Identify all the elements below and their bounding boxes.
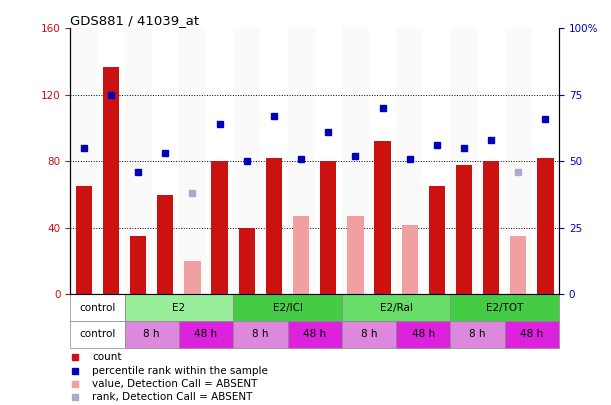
Bar [179, 28, 206, 294]
Bar [233, 321, 288, 348]
Text: E2/Ral: E2/Ral [379, 303, 412, 313]
Text: 8 h: 8 h [144, 329, 160, 339]
Bar [179, 321, 233, 348]
Text: 48 h: 48 h [303, 329, 326, 339]
Bar [396, 28, 423, 294]
Text: 48 h: 48 h [412, 329, 435, 339]
Bar [233, 28, 260, 294]
Bar [103, 66, 119, 294]
Text: rank, Detection Call = ABSENT: rank, Detection Call = ABSENT [92, 392, 252, 402]
Text: 8 h: 8 h [252, 329, 269, 339]
Bar [320, 162, 337, 294]
Bar [401, 225, 418, 294]
Bar [239, 228, 255, 294]
Bar [293, 216, 309, 294]
Bar [537, 158, 554, 294]
Bar [260, 28, 288, 294]
Bar [342, 321, 396, 348]
Bar [266, 158, 282, 294]
Bar [505, 321, 559, 348]
Text: E2/TOT: E2/TOT [486, 303, 524, 313]
Bar [70, 321, 125, 348]
Bar [396, 321, 450, 348]
Text: 8 h: 8 h [469, 329, 486, 339]
Bar [342, 294, 450, 321]
Bar [288, 28, 315, 294]
Bar [315, 28, 342, 294]
Bar [152, 28, 179, 294]
Bar [130, 236, 146, 294]
Bar [369, 28, 396, 294]
Bar [70, 28, 97, 294]
Bar [76, 186, 92, 294]
Bar [347, 216, 364, 294]
Bar [532, 28, 559, 294]
Bar [450, 294, 559, 321]
Bar [157, 195, 174, 294]
Text: control: control [79, 329, 115, 339]
Text: E2: E2 [172, 303, 186, 313]
Bar [125, 28, 152, 294]
Bar [70, 294, 125, 321]
Bar [97, 28, 125, 294]
Bar [185, 261, 200, 294]
Bar [342, 28, 369, 294]
Text: 8 h: 8 h [360, 329, 377, 339]
Text: percentile rank within the sample: percentile rank within the sample [92, 366, 268, 375]
Bar [125, 294, 233, 321]
Bar [233, 294, 342, 321]
Bar [288, 321, 342, 348]
Text: control: control [79, 303, 115, 313]
Bar [375, 141, 390, 294]
Bar [450, 321, 505, 348]
Bar [478, 28, 505, 294]
Bar [423, 28, 450, 294]
Bar [483, 162, 499, 294]
Bar [505, 28, 532, 294]
Text: 48 h: 48 h [521, 329, 543, 339]
Bar [450, 28, 478, 294]
Bar [125, 321, 179, 348]
Text: value, Detection Call = ABSENT: value, Detection Call = ABSENT [92, 379, 258, 389]
Bar [211, 162, 228, 294]
Bar [510, 236, 527, 294]
Text: 48 h: 48 h [194, 329, 218, 339]
Bar [206, 28, 233, 294]
Bar [429, 186, 445, 294]
Text: E2/ICI: E2/ICI [273, 303, 302, 313]
Text: GDS881 / 41039_at: GDS881 / 41039_at [70, 14, 199, 27]
Bar [456, 165, 472, 294]
Text: count: count [92, 352, 122, 362]
